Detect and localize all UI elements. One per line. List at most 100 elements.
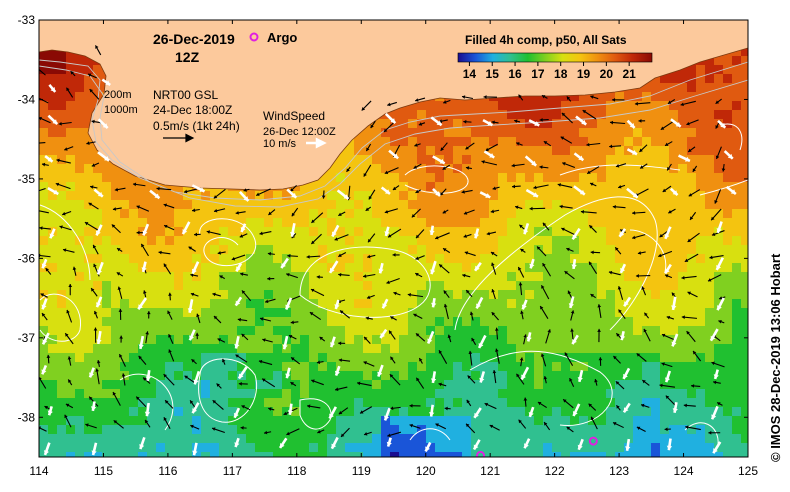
sst-cell xyxy=(435,101,445,111)
sst-cell xyxy=(624,92,634,102)
sst-cell xyxy=(498,290,508,300)
sst-cell xyxy=(138,290,148,300)
sst-cell xyxy=(552,182,562,192)
sst-cell xyxy=(579,335,589,345)
sst-cell xyxy=(156,389,166,399)
sst-cell xyxy=(588,362,598,372)
sst-cell xyxy=(183,416,193,426)
sst-cell xyxy=(444,254,454,264)
sst-cell xyxy=(489,434,499,444)
sst-cell xyxy=(714,353,724,363)
current-arrow xyxy=(196,313,201,324)
current-arrow xyxy=(39,116,51,124)
sst-cell xyxy=(570,281,580,291)
sst-cell xyxy=(435,326,445,336)
sst-cell xyxy=(264,200,274,210)
sst-cell xyxy=(345,272,355,282)
current-arrow xyxy=(311,379,324,386)
sst-cell xyxy=(471,146,481,156)
sst-cell xyxy=(291,380,301,390)
sst-cell xyxy=(390,128,400,138)
sst-cell xyxy=(399,353,409,363)
sst-cell xyxy=(129,227,139,237)
sst-cell xyxy=(525,191,535,201)
current-arrow xyxy=(514,205,523,210)
sst-cell xyxy=(498,227,508,237)
sst-cell xyxy=(642,218,652,228)
sst-cell xyxy=(435,110,445,120)
sst-cell xyxy=(552,119,562,129)
sst-cell xyxy=(741,344,748,354)
current-arrow xyxy=(418,122,426,126)
sst-cell xyxy=(525,299,535,309)
sst-cell xyxy=(561,110,571,120)
sst-cell xyxy=(642,335,652,345)
sst-cell xyxy=(318,236,328,246)
sst-cell xyxy=(705,83,715,93)
current-arrow xyxy=(317,429,325,434)
wind-arrow xyxy=(384,226,390,237)
sst-cell xyxy=(660,209,670,219)
sst-cell xyxy=(642,164,652,174)
current-arrow xyxy=(637,251,646,255)
sst-cell xyxy=(714,389,724,399)
sst-cell xyxy=(525,326,535,336)
sst-cell xyxy=(309,254,319,264)
sst-cell xyxy=(732,155,742,165)
current-arrow xyxy=(418,357,423,364)
sst-cell xyxy=(102,326,112,336)
sst-cell xyxy=(237,425,247,435)
sst-cell xyxy=(336,227,346,237)
sst-cell xyxy=(399,245,409,255)
current-arrow xyxy=(715,98,722,105)
sst-cell xyxy=(39,200,49,210)
argo-legend-icon xyxy=(249,32,259,42)
sst-cell xyxy=(669,362,679,372)
sst-cell xyxy=(138,380,148,390)
sst-cell xyxy=(336,218,346,228)
sst-cell xyxy=(723,173,733,183)
current-arrow xyxy=(659,383,676,388)
sst-cell xyxy=(498,326,508,336)
current-arrow xyxy=(183,188,198,194)
sst-cell xyxy=(417,416,427,426)
sst-cell xyxy=(633,452,643,457)
sst-cell xyxy=(183,434,193,444)
sst-cell xyxy=(606,110,616,120)
sst-cell xyxy=(471,434,481,444)
sst-cell xyxy=(678,173,688,183)
sst-cell xyxy=(552,146,562,156)
current-arrow xyxy=(442,209,449,214)
sst-cell xyxy=(480,281,490,291)
sst-cell xyxy=(489,299,499,309)
wind-arrow xyxy=(181,221,191,235)
sst-cell xyxy=(552,218,562,228)
sst-cell xyxy=(282,218,292,228)
sst-cell xyxy=(480,101,490,111)
sst-cell xyxy=(687,83,697,93)
sst-cell xyxy=(426,173,436,183)
sst-cell xyxy=(633,173,643,183)
sst-cell xyxy=(480,146,490,156)
sst-cell xyxy=(624,344,634,354)
sst-cell xyxy=(552,137,562,147)
sst-cell xyxy=(669,263,679,273)
sst-cell xyxy=(93,308,103,318)
sst-cell xyxy=(660,389,670,399)
sst-cell xyxy=(498,137,508,147)
current-arrow xyxy=(267,276,275,281)
sst-cell xyxy=(156,263,166,273)
sst-cell xyxy=(345,146,355,156)
sst-cell xyxy=(426,218,436,228)
sst-cell xyxy=(120,443,130,453)
sst-cell xyxy=(615,362,625,372)
sst-cell xyxy=(399,128,409,138)
sst-cell xyxy=(516,317,526,327)
sst-cell xyxy=(624,191,634,201)
sst-cell xyxy=(174,362,184,372)
sst-cell xyxy=(687,155,697,165)
current-arrow xyxy=(116,271,124,277)
sst-cell xyxy=(219,227,229,237)
sst-cell xyxy=(723,200,733,210)
sst-cell xyxy=(318,326,328,336)
